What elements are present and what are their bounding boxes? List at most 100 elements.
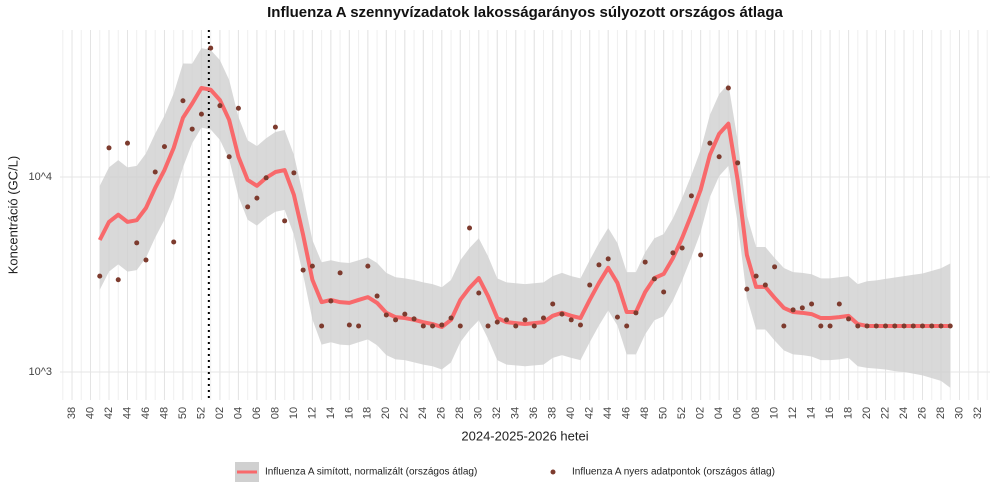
data-point [910, 323, 916, 329]
y-axis-title: Koncentráció (GC/L) [5, 156, 20, 275]
x-tick-label: 36 [528, 407, 540, 419]
data-point [411, 316, 417, 322]
data-point [180, 98, 186, 104]
x-tick-label: 30 [953, 407, 965, 419]
data-point [605, 256, 611, 262]
x-tick-label: 52 [676, 407, 688, 419]
data-point [124, 140, 130, 146]
x-tick-label: 10 [288, 407, 300, 419]
x-tick-label: 04 [232, 407, 244, 419]
x-tick-label: 42 [103, 407, 115, 419]
data-point [883, 323, 889, 329]
data-point [929, 323, 935, 329]
data-point [198, 111, 204, 117]
data-point [97, 273, 103, 279]
confidence-band [99, 48, 951, 388]
x-tick-label: 24 [898, 407, 910, 419]
data-point [827, 323, 833, 329]
x-tick-label: 28 [935, 407, 947, 419]
data-point [735, 160, 741, 166]
legend-label: Influenza A simított, normalizált (orszá… [265, 467, 477, 478]
data-point [855, 323, 861, 329]
data-point [319, 323, 325, 329]
data-point [272, 124, 278, 130]
data-point [226, 154, 232, 160]
x-tick-label: 06 [732, 407, 744, 419]
x-tick-label: 16 [824, 407, 836, 419]
x-tick-label: 14 [325, 407, 337, 419]
x-tick-label: 12 [306, 407, 318, 419]
x-tick-label: 40 [84, 407, 96, 419]
x-tick-label: 20 [380, 407, 392, 419]
x-tick-label: 44 [121, 407, 133, 419]
data-point [577, 322, 583, 328]
data-point [494, 319, 500, 325]
x-tick-label: 14 [805, 407, 817, 419]
data-point [725, 85, 731, 91]
data-point [282, 218, 288, 224]
data-point [670, 250, 676, 256]
data-point [559, 311, 565, 317]
data-point [300, 267, 306, 273]
data-point [661, 289, 667, 295]
x-tick-label: 48 [158, 407, 170, 419]
data-point [550, 301, 556, 307]
x-tick-label: 18 [362, 407, 374, 419]
data-point [753, 273, 759, 279]
x-tick-label: 30 [473, 407, 485, 419]
data-point [744, 286, 750, 292]
data-point [467, 225, 473, 231]
data-point [337, 270, 343, 276]
data-point [790, 307, 796, 313]
x-tick-label: 34 [510, 407, 522, 419]
x-tick-label: 50 [177, 407, 189, 419]
data-point [448, 315, 454, 321]
data-point [846, 316, 852, 322]
data-point [152, 169, 158, 175]
x-tick-label: 08 [750, 407, 762, 419]
data-point [799, 305, 805, 311]
data-point [365, 263, 371, 269]
data-point [716, 154, 722, 160]
data-point [430, 323, 436, 329]
x-tick-label: 52 [195, 407, 207, 419]
data-point [624, 323, 630, 329]
y-tick-label: 10^4 [28, 171, 52, 183]
data-point [476, 290, 482, 296]
legend-label: Influenza A nyers adatpontok (országos á… [572, 467, 775, 478]
x-tick-label: 32 [972, 407, 984, 419]
data-point [245, 204, 251, 210]
x-tick-label: 04 [713, 407, 725, 419]
x-tick-label: 22 [399, 407, 411, 419]
data-point [161, 144, 167, 150]
x-tick-label: 40 [565, 407, 577, 419]
data-point [587, 282, 593, 288]
data-point [208, 45, 214, 51]
data-point [772, 264, 778, 270]
x-tick-label: 26 [436, 407, 448, 419]
data-point [504, 317, 510, 323]
data-point [235, 105, 241, 111]
data-point [651, 276, 657, 282]
data-point [762, 282, 768, 288]
x-tick-label: 44 [602, 407, 614, 419]
x-tick-label: 02 [214, 407, 226, 419]
data-point [698, 252, 704, 258]
data-point [439, 322, 445, 328]
x-axis-title: 2024-2025-2026 hetei [461, 428, 588, 443]
data-point [836, 301, 842, 307]
data-point [115, 277, 121, 283]
x-tick-label: 46 [621, 407, 633, 419]
data-point [420, 323, 426, 329]
data-point [531, 323, 537, 329]
data-point [189, 126, 195, 132]
data-point [938, 323, 944, 329]
data-point [309, 263, 315, 269]
legend-swatch [550, 469, 556, 475]
data-point [707, 140, 713, 146]
data-point [920, 323, 926, 329]
data-point [901, 323, 907, 329]
x-tick-label: 48 [639, 407, 651, 419]
data-point [864, 323, 870, 329]
